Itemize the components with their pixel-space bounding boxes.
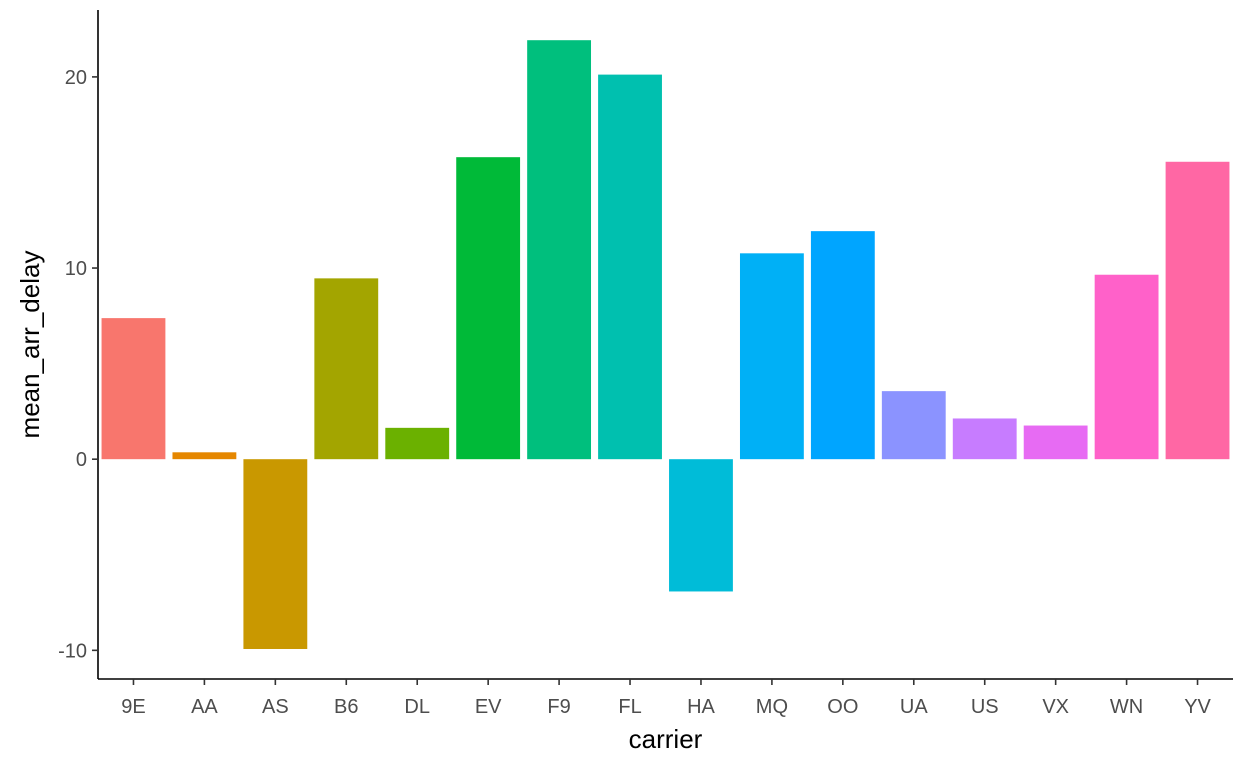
x-tick-label-f9: F9 [547,696,570,718]
x-tick-label-b6: B6 [334,696,358,718]
bar-fl [598,74,662,460]
x-tick-label-ev: EV [475,696,502,718]
x-tick-label-9e: 9E [121,696,145,718]
x-tick-label-yv: YV [1184,696,1211,718]
bar-as [243,459,308,649]
bar-vx [1023,425,1088,460]
y-tick-label: -10 [58,640,87,662]
x-tick-label-vx: VX [1042,696,1069,718]
bar-us [952,418,1017,460]
x-tick-label-fl: FL [618,696,641,718]
bar-yv [1165,161,1230,460]
x-tick-label-dl: DL [404,696,430,718]
x-tick-label-oo: OO [827,696,858,718]
bar-ev [456,157,521,460]
x-tick-label-us: US [971,696,999,718]
bar-aa [172,452,237,460]
bar-b6 [314,278,379,460]
bar-9e [101,318,166,460]
bar-mq [739,253,804,460]
bar-dl [385,427,450,460]
x-ticks: 9E AA AS B6 DL EV F9 FL HA MQ OO UA US VX WN YV [121,679,1212,718]
bar-f9 [527,40,592,460]
x-axis-title: carrier [629,724,703,754]
bars-layer [101,40,1230,649]
x-tick-label-wn: WN [1110,696,1143,718]
y-ticks: -10 0 10 20 [58,67,98,662]
axes-layer [97,10,1233,680]
y-axis-title: mean_arr_delay [15,251,45,439]
x-tick-label-ua: UA [900,696,928,718]
bar-ua [881,391,946,460]
bar-wn [1094,274,1159,460]
y-tick-label: 10 [65,258,87,280]
x-tick-label-as: AS [262,696,289,718]
y-tick-label: 0 [76,449,87,471]
x-tick-label-ha: HA [687,696,715,718]
y-tick-label: 20 [65,67,87,89]
x-tick-label-aa: AA [191,696,218,718]
bar-oo [810,231,875,460]
x-tick-label-mq: MQ [756,696,788,718]
bar-ha [669,459,733,592]
